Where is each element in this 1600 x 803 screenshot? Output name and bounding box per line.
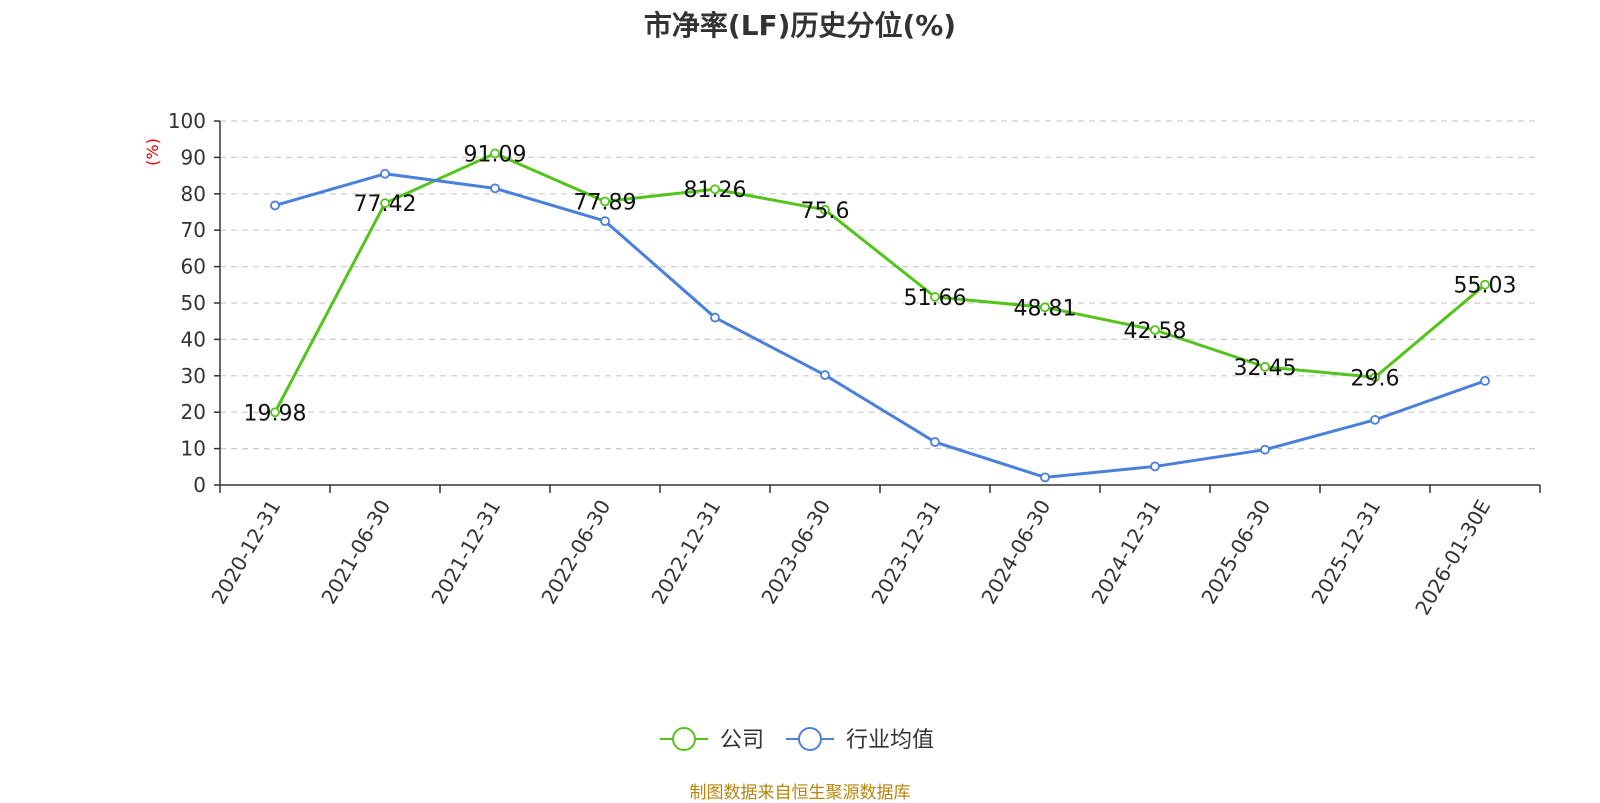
data-label: 55.03 — [1454, 274, 1517, 299]
y-tick-label: 40 — [181, 327, 206, 351]
data-point — [930, 292, 940, 302]
y-tick-label: 70 — [181, 218, 206, 242]
data-point — [1150, 461, 1160, 472]
data-label: 91.09 — [464, 142, 527, 167]
x-tick-label: 2022-06-30 — [536, 496, 615, 609]
data-point — [1260, 444, 1270, 455]
y-axis-title: (%) — [143, 138, 162, 166]
x-tick-label: 2024-12-31 — [1086, 496, 1165, 609]
y-tick-label: 20 — [181, 400, 206, 424]
data-label: 81.26 — [684, 178, 747, 203]
legend-marker-icon — [798, 727, 822, 751]
data-point — [1260, 361, 1270, 372]
y-tick-label: 90 — [181, 145, 206, 169]
data-point — [1150, 325, 1160, 335]
data-point — [1480, 375, 1490, 386]
data-labels: 19.98 77.42 91.09 77.89 81.26 75.6 51.66 48.81 4… — [244, 142, 1517, 426]
series-line — [273, 151, 1486, 413]
data-point — [600, 196, 610, 207]
data-point — [600, 216, 610, 227]
data-label: 51.66 — [904, 286, 967, 311]
grid-lines — [220, 120, 1540, 450]
series-lines — [270, 148, 1490, 483]
data-label: 42.58 — [1124, 319, 1187, 344]
data-label: 75.6 — [801, 199, 850, 224]
x-tick-label: 2023-06-30 — [756, 496, 835, 609]
data-label: 32.45 — [1234, 356, 1297, 381]
y-tick-label: 30 — [181, 364, 206, 388]
y-tick-label: 60 — [181, 255, 206, 279]
y-tick-label: 50 — [181, 291, 206, 315]
chart-title: 市净率(LF)历史分位(%) — [643, 9, 957, 42]
data-point — [820, 204, 830, 215]
data-point — [1040, 472, 1050, 483]
data-point — [380, 168, 390, 179]
data-point — [490, 148, 500, 159]
x-tick-label: 2021-12-31 — [426, 496, 505, 609]
data-label: 48.81 — [1014, 296, 1077, 321]
data-label: 19.98 — [244, 401, 307, 426]
data-point — [270, 200, 280, 211]
data-point — [1370, 414, 1380, 425]
data-point — [710, 184, 720, 195]
axes: 0 10 20 30 40 50 60 70 80 90 100 2020-12-31 2021-06-… — [168, 109, 1541, 620]
data-point — [1480, 279, 1490, 290]
data-point — [1370, 372, 1380, 383]
y-tick-label: 80 — [181, 182, 206, 206]
y-tick-label: 100 — [168, 109, 206, 133]
y-tick-label: 0 — [193, 473, 206, 497]
data-point — [490, 183, 500, 194]
legend-marker-icon — [672, 727, 696, 751]
x-tick-label: 2021-06-30 — [316, 496, 395, 609]
x-tick-label: 2026-01-30E — [1410, 496, 1495, 620]
data-point — [710, 312, 720, 323]
legend-label: 公司 — [720, 728, 764, 753]
data-label: 29.6 — [1351, 366, 1400, 391]
x-tick-label: 2025-12-31 — [1306, 496, 1385, 609]
data-point — [930, 437, 940, 447]
data-label: 77.89 — [574, 190, 637, 215]
legend-label: 行业均值 — [846, 728, 934, 753]
x-tick-label: 2023-12-31 — [866, 496, 945, 609]
x-tick-label: 2024-06-30 — [976, 496, 1055, 609]
y-tick-label: 10 — [181, 437, 206, 461]
x-tick-label: 2022-12-31 — [646, 496, 725, 609]
x-tick-label: 2025-06-30 — [1196, 496, 1275, 609]
x-tick-label: 2020-12-31 — [206, 496, 285, 609]
data-point — [380, 198, 390, 209]
data-source-note: 制图数据来自恒生聚源数据库 — [689, 783, 911, 803]
legend: 公司 行业均值 — [660, 727, 934, 753]
data-point — [1040, 302, 1050, 313]
series-line — [274, 172, 1486, 479]
data-point — [820, 370, 830, 380]
data-label: 77.42 — [354, 192, 417, 217]
data-point — [270, 407, 280, 418]
